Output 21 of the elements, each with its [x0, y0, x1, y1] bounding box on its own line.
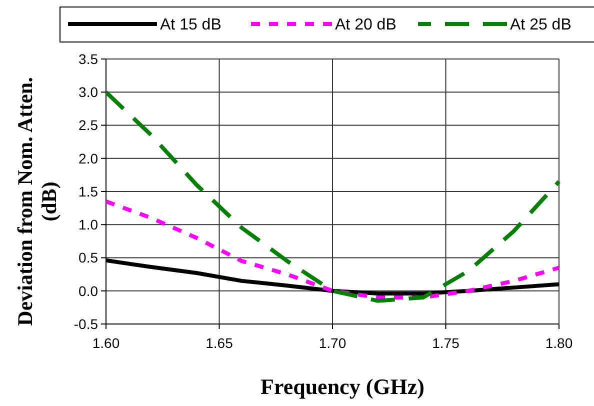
y-tick-label: 2.0	[78, 150, 98, 166]
x-tick-label: 1.65	[206, 335, 234, 351]
y-axis-title: Deviation from Nom. Atten. (dB)	[13, 77, 61, 326]
y-tick-label: 3.5	[78, 50, 98, 67]
line-series	[106, 199, 561, 300]
y-tick-label: 3.0	[78, 84, 98, 100]
y-tick-label: 1.5	[78, 183, 98, 200]
x-axis-title: Frequency (GHz)	[260, 374, 424, 399]
line-series	[106, 90, 561, 303]
x-tick-label: 1.75	[432, 335, 460, 351]
text: At 15 dB	[160, 16, 222, 34]
y-tick-label: -0.5	[74, 316, 98, 332]
x-tick-label: 1.80	[545, 335, 573, 351]
y-tick-label: 0.0	[78, 282, 98, 299]
legend-label: At 20 dB	[335, 16, 396, 34]
y-tick-label: 0.5	[78, 250, 98, 266]
y-tick-label: 2.5	[78, 117, 98, 134]
legend-label: At 25 dB	[510, 16, 572, 34]
x-tick-label: 1.70	[318, 335, 346, 351]
y-tick-label: 1.0	[78, 216, 98, 233]
x-tick-label: 1.60	[92, 335, 120, 351]
